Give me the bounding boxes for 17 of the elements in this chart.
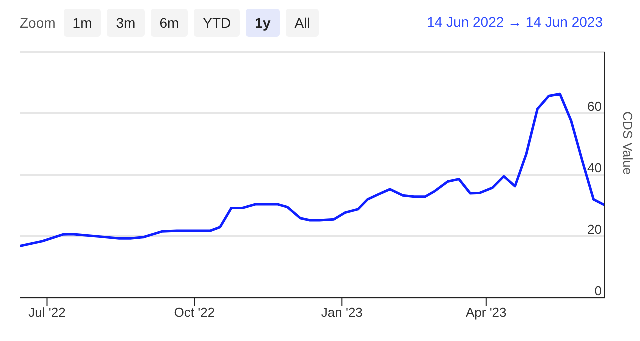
x-tick-label: Jul '22 bbox=[28, 305, 66, 320]
x-tick-label: Apr '23 bbox=[466, 305, 507, 320]
x-tick-label: Oct '22 bbox=[174, 305, 216, 320]
text: 6m bbox=[150, 9, 188, 37]
y-tick-label: 60 bbox=[588, 99, 602, 114]
text: All bbox=[286, 9, 320, 37]
y-axis-title: CDS Value bbox=[620, 112, 636, 175]
text: 14 Jun 2022 → 14 Jun 2023 bbox=[427, 14, 603, 30]
y-tick-label: 20 bbox=[588, 222, 602, 238]
x-tick-label: Jan '23 bbox=[321, 305, 363, 320]
text: 3m bbox=[107, 9, 145, 37]
text: 1y bbox=[246, 9, 280, 37]
text: Zoom bbox=[20, 15, 56, 31]
y-tick-label: 40 bbox=[588, 160, 602, 176]
text: 1m bbox=[64, 9, 102, 37]
y-tick-label: 0 bbox=[594, 284, 602, 299]
text: YTD bbox=[194, 9, 240, 37]
